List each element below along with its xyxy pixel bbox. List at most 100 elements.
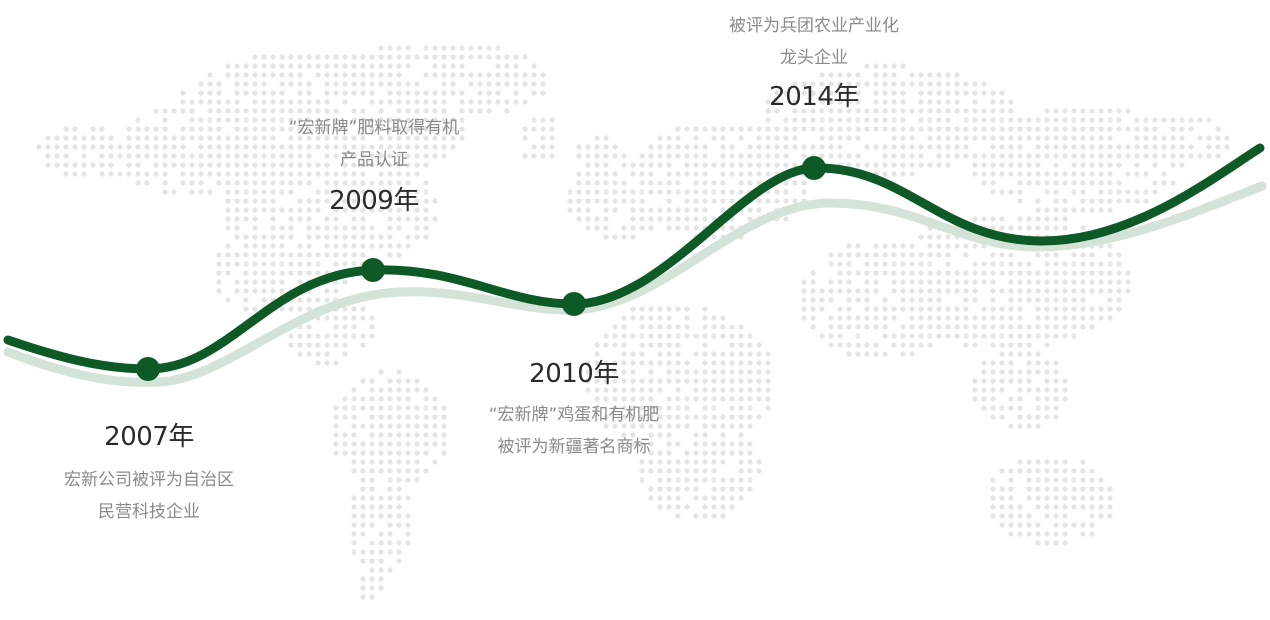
map-dot [684,306,690,312]
map-dot [387,45,393,51]
map-dot [1017,333,1023,339]
map-dot [702,423,708,429]
map-dot [846,252,852,258]
map-dot [1125,144,1131,150]
map-dot [360,144,366,150]
map-dot [990,495,996,501]
map-dot [216,108,222,114]
map-dot [1188,126,1194,132]
map-dot [738,333,744,339]
map-dot [999,216,1005,222]
map-dot [1044,144,1050,150]
map-dot [1017,459,1023,465]
map-dot [711,495,717,501]
map-dot [873,144,879,150]
map-dot [369,441,375,447]
map-dot [1098,189,1104,195]
map-dot [342,252,348,258]
map-dot [531,153,537,159]
map-dot [297,216,303,222]
map-dot [990,279,996,285]
map-dot [693,396,699,402]
map-dot [1089,162,1095,168]
map-dot [738,459,744,465]
map-dot [630,162,636,168]
map-dot [990,414,996,420]
map-dot [963,81,969,87]
map-dot [1098,126,1104,132]
map-dot [243,162,249,168]
map-dot [1098,117,1104,123]
map-dot [351,180,357,186]
map-dot [387,63,393,69]
map-dot [900,306,906,312]
map-dot [1107,171,1113,177]
map-dot [360,180,366,186]
map-dot [144,180,150,186]
map-dot [720,207,726,213]
map-dot [1044,387,1050,393]
map-dot [378,234,384,240]
map-dot [972,216,978,222]
map-dot [657,450,663,456]
map-dot [999,189,1005,195]
map-dot [1017,378,1023,384]
map-dot [702,333,708,339]
map-dot [495,99,501,105]
map-dot [639,180,645,186]
map-dot [351,324,357,330]
map-dot [360,486,366,492]
map-dot [198,180,204,186]
map-dot [1017,531,1023,537]
map-dot [891,126,897,132]
map-dot [234,162,240,168]
map-dot [414,153,420,159]
map-dot [378,531,384,537]
map-dot [225,243,231,249]
map-dot [720,135,726,141]
map-dot [405,63,411,69]
map-dot [801,279,807,285]
map-dot [846,99,852,105]
map-dot [873,288,879,294]
map-dot [531,144,537,150]
map-dot [1116,198,1122,204]
map-dot [333,207,339,213]
map-dot [342,162,348,168]
map-dot [909,288,915,294]
map-dot [378,189,384,195]
map-dot [396,441,402,447]
map-dot [675,189,681,195]
map-dot [864,252,870,258]
map-dot [153,126,159,132]
map-dot [639,324,645,330]
map-dot [972,135,978,141]
map-dot [252,135,258,141]
map-dot [819,108,825,114]
map-dot [693,495,699,501]
map-dot [297,279,303,285]
map-dot [711,486,717,492]
map-dot [675,153,681,159]
map-dot [1134,117,1140,123]
map-dot [1062,288,1068,294]
map-dot [342,279,348,285]
map-dot [369,153,375,159]
map-dot [747,387,753,393]
map-dot [234,216,240,222]
map-dot [1053,171,1059,177]
map-dot [1053,477,1059,483]
map-dot [855,315,861,321]
map-dot [990,108,996,114]
map-dot [720,495,726,501]
map-dot [207,81,213,87]
map-dot [243,126,249,132]
map-dot [225,225,231,231]
map-dot [333,441,339,447]
map-dot [1062,513,1068,519]
map-dot [216,144,222,150]
map-dot [855,342,861,348]
map-dot [954,270,960,276]
map-dot [189,108,195,114]
map-dot [720,126,726,132]
